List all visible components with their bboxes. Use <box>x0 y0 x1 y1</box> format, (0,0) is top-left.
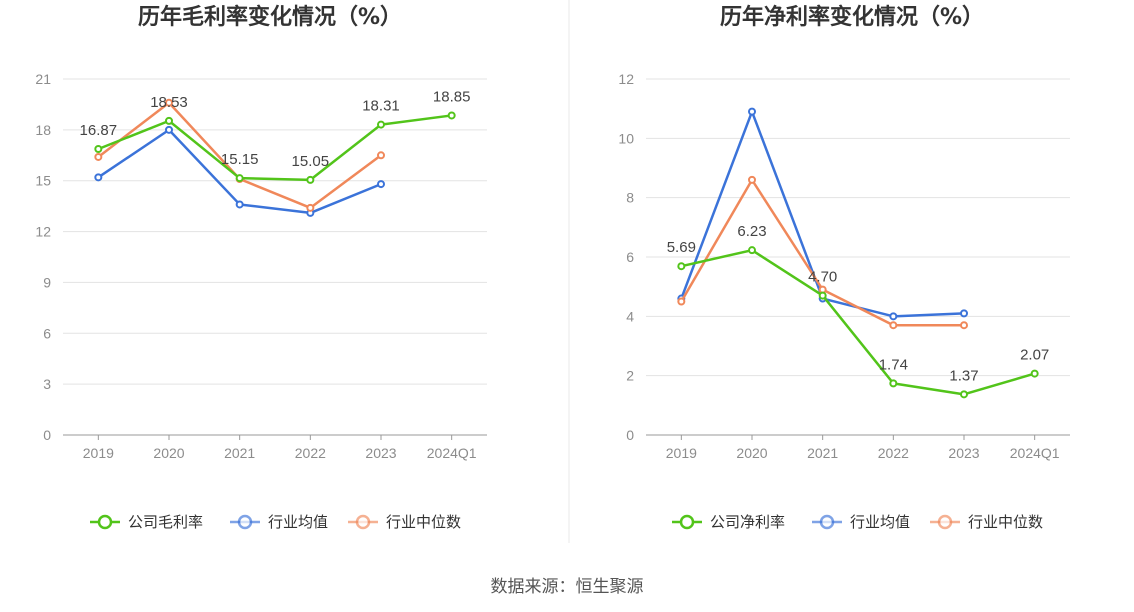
y-tick-label: 18 <box>35 122 51 138</box>
y-tick-label: 4 <box>626 308 634 324</box>
y-tick-label: 6 <box>43 325 51 341</box>
legend-item-company[interactable]: 公司毛利率 <box>90 514 203 531</box>
data-point-company <box>960 390 968 399</box>
y-tick-label: 6 <box>626 249 634 265</box>
data-label: 16.87 <box>80 122 118 139</box>
data-point-company <box>748 246 756 255</box>
legend-swatch-marker <box>937 514 953 530</box>
data-point-company <box>677 262 686 271</box>
data-point-industry_avg <box>94 173 103 182</box>
series-line-industry_avg <box>680 110 965 318</box>
y-tick-label: 12 <box>618 71 634 87</box>
data-label: 4.70 <box>808 269 837 286</box>
data-point-company <box>818 291 827 300</box>
y-tick-label: 21 <box>35 71 51 87</box>
data-point-company <box>165 116 173 125</box>
data-point-company <box>447 111 456 120</box>
data-label: 2.07 <box>1020 347 1049 364</box>
y-tick-label: 2 <box>626 368 634 384</box>
legend-label: 行业均值 <box>268 514 328 531</box>
data-label: 15.15 <box>221 151 259 168</box>
data-label: 5.69 <box>667 239 696 256</box>
data-point-industry_avg <box>235 200 244 209</box>
data-label: 6.23 <box>737 223 766 240</box>
legend-label: 公司净利率 <box>710 514 785 531</box>
data-point-industry_avg <box>165 125 173 134</box>
data-label: 15.05 <box>292 153 330 170</box>
data-point-company <box>377 120 385 129</box>
data-source-note: 数据来源：恒生聚源 <box>491 577 644 597</box>
chart-title: 历年净利率变化情况（%） <box>720 4 984 30</box>
data-point-industry_median <box>377 151 385 160</box>
data-label: 18.85 <box>433 88 471 105</box>
data-label: 1.37 <box>949 367 978 384</box>
legend-item-industry_median[interactable]: 行业中位数 <box>930 514 1043 531</box>
data-label: 1.74 <box>879 356 908 373</box>
data-point-company <box>1030 369 1039 378</box>
series-line-industry_median <box>680 178 964 327</box>
legend-item-industry_avg[interactable]: 行业均值 <box>812 514 910 531</box>
y-tick-label: 0 <box>43 427 51 443</box>
data-point-industry_avg <box>748 107 756 116</box>
gross-margin-chart: 历年毛利率变化情况（%） 0 3 6 9 12 15 18 21 2019 2020 2021 202… <box>35 4 487 531</box>
x-tick-label: 2020 <box>153 445 184 461</box>
data-point-industry_median <box>94 152 103 161</box>
legend-swatch-marker <box>97 514 113 530</box>
x-tick-label: 2023 <box>365 445 396 461</box>
data-point-company <box>889 379 898 388</box>
x-tick-label: 2019 <box>83 445 114 461</box>
y-tick-label: 3 <box>43 376 51 392</box>
x-tick-label: 2022 <box>295 445 326 461</box>
legend-label: 公司毛利率 <box>128 514 203 531</box>
legend-swatch-marker <box>237 514 253 530</box>
y-tick-label: 10 <box>618 130 634 146</box>
y-tick-label: 0 <box>626 427 634 443</box>
data-point-company <box>306 175 315 184</box>
x-tick-label: 2019 <box>666 445 697 461</box>
data-point-industry_median <box>306 203 315 212</box>
series-line-company <box>681 248 1036 396</box>
data-point-company <box>94 145 103 154</box>
x-tick-label: 2022 <box>878 445 909 461</box>
y-tick-label: 8 <box>626 190 634 206</box>
legend-swatch-marker <box>355 514 371 530</box>
data-point-industry_median <box>960 321 968 330</box>
legend-item-industry_avg[interactable]: 行业均值 <box>230 514 328 531</box>
data-point-industry_median <box>677 297 686 306</box>
x-tick-label: 2023 <box>948 445 979 461</box>
data-point-company <box>235 174 244 183</box>
x-tick-label: 2024Q1 <box>427 445 477 461</box>
data-label: 18.31 <box>362 98 400 115</box>
y-tick-label: 12 <box>35 224 51 240</box>
x-tick-label: 2021 <box>224 445 255 461</box>
series-line-company <box>97 114 452 182</box>
data-point-industry_avg <box>377 180 385 189</box>
legend-label: 行业均值 <box>850 514 910 531</box>
net-margin-chart: 历年净利率变化情况（%） 0 2 4 6 8 10 12 2019 2020 2021 2022 20… <box>618 4 1070 531</box>
data-point-industry_median <box>165 98 173 107</box>
data-label: 18.53 <box>150 94 188 111</box>
data-point-industry_median <box>889 321 898 330</box>
legend-item-company[interactable]: 公司净利率 <box>672 514 785 531</box>
legend-label: 行业中位数 <box>968 514 1043 531</box>
data-point-industry_avg <box>960 309 968 318</box>
legend-item-industry_median[interactable]: 行业中位数 <box>348 514 461 531</box>
y-tick-label: 15 <box>35 173 51 189</box>
data-point-industry_avg <box>889 312 898 321</box>
data-point-industry_median <box>748 175 756 184</box>
y-tick-label: 9 <box>43 274 51 290</box>
legend-swatch-marker <box>679 514 695 530</box>
legend-swatch-marker <box>819 514 835 530</box>
x-tick-label: 2021 <box>807 445 838 461</box>
legend-label: 行业中位数 <box>386 514 461 531</box>
chart-title: 历年毛利率变化情况（%） <box>138 4 402 30</box>
x-tick-label: 2020 <box>736 445 767 461</box>
x-tick-label: 2024Q1 <box>1010 445 1060 461</box>
